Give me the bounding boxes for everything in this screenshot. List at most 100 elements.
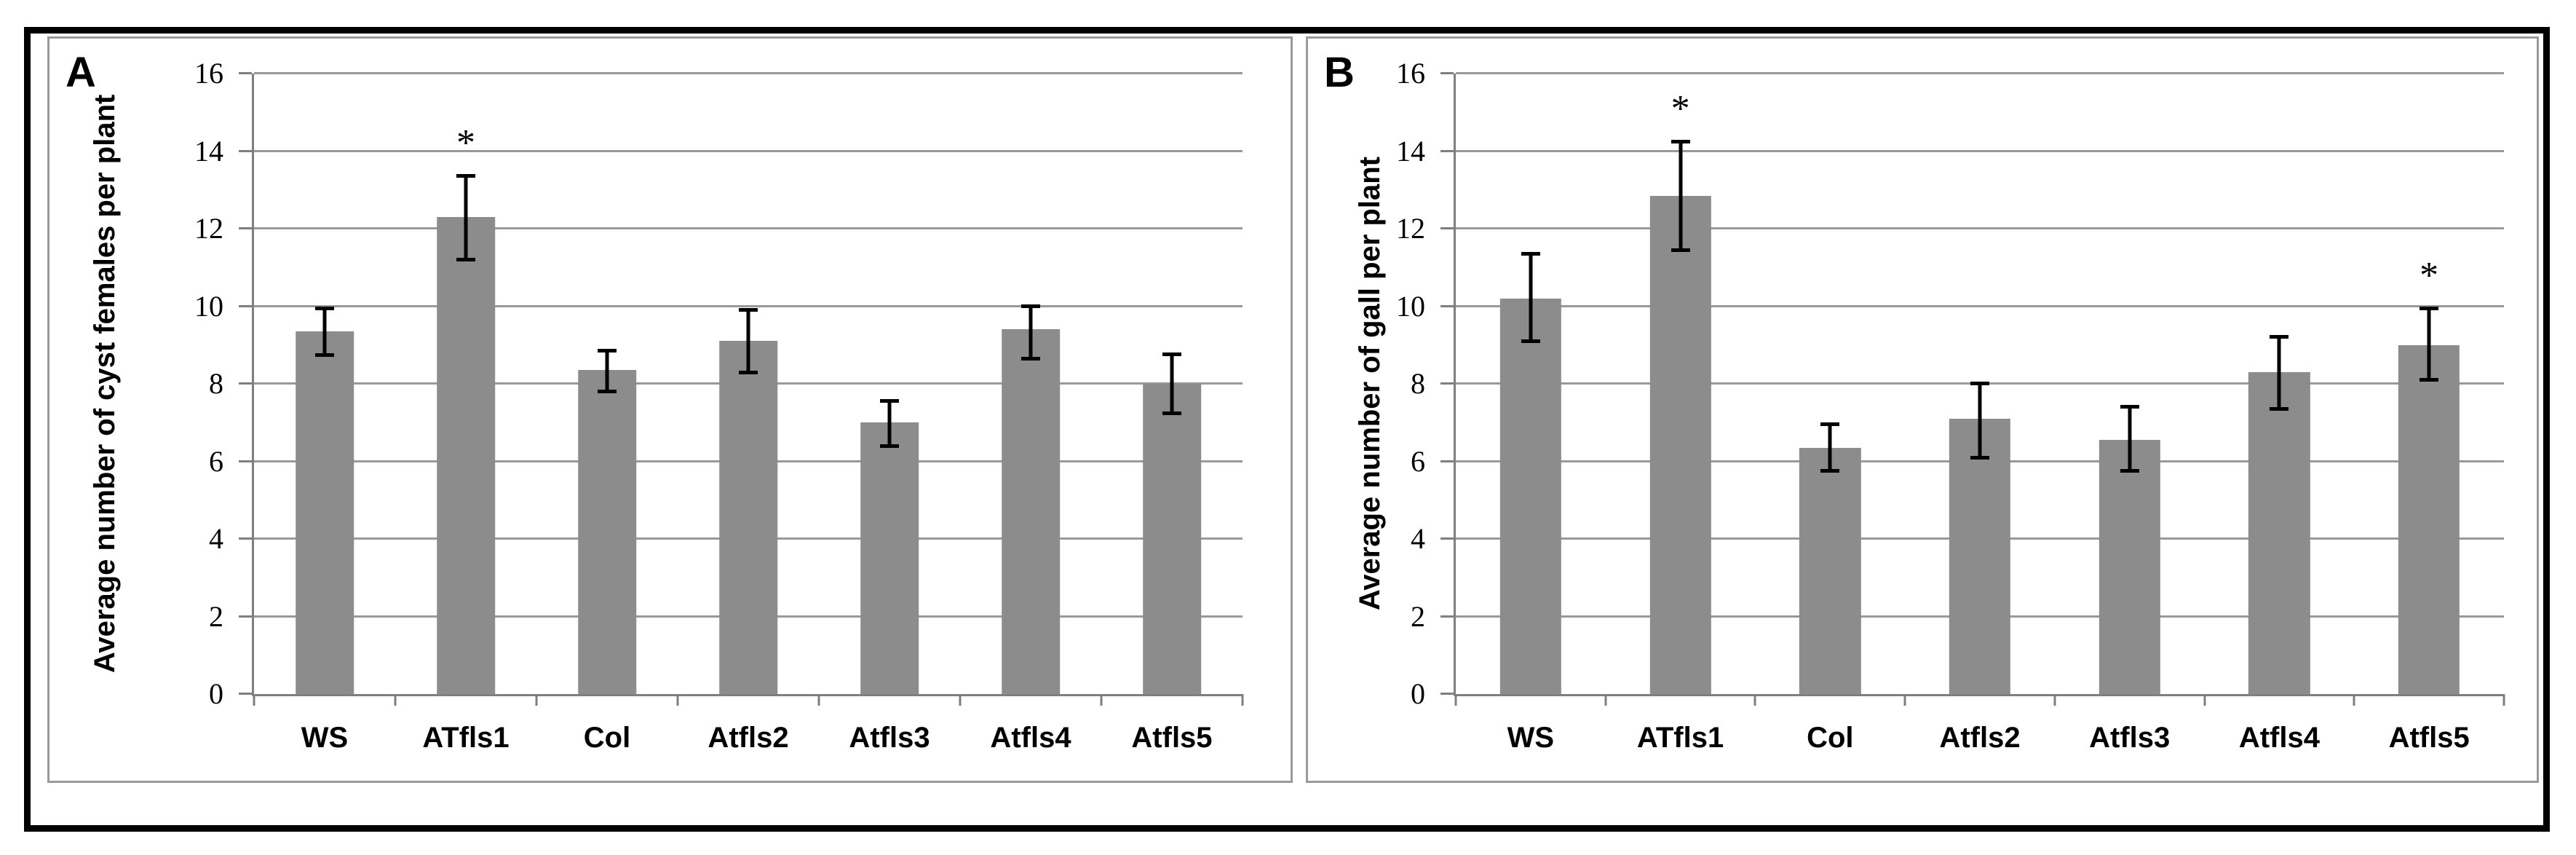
y-tick-mark [1440, 615, 1454, 618]
x-tick-mark [1100, 694, 1103, 706]
error-bar-stem [2427, 306, 2431, 382]
category-label: Atfls4 [2238, 722, 2320, 754]
y-tick-mark [239, 227, 252, 229]
y-tick-label: 6 [1411, 444, 1425, 478]
error-bar-stem [746, 308, 750, 374]
y-tick-mark [239, 72, 252, 74]
error-bar-cap [315, 352, 334, 357]
bar [2398, 344, 2460, 694]
error-bar-cap [598, 390, 617, 394]
y-tick-label: 2 [209, 599, 223, 633]
x-tick-mark [253, 694, 255, 706]
y-tick-label: 14 [1396, 134, 1425, 168]
category-label: ATfls1 [1636, 722, 1724, 754]
error-bar-cap [1671, 248, 1690, 252]
gridline [1456, 304, 2504, 307]
y-tick-mark [239, 304, 252, 307]
y-tick-mark [1440, 460, 1454, 462]
error-bar-cap [1521, 251, 1540, 256]
error-bar-stem [464, 174, 468, 262]
error-bar-cap [1820, 469, 1840, 473]
error-bar [1671, 139, 1690, 252]
error-bar-cap [2420, 378, 2439, 382]
gridline [1456, 149, 2504, 152]
panel-a: A Average number of cyst females per pla… [47, 36, 1293, 783]
x-tick-mark [2203, 694, 2206, 706]
error-bar-stem [1529, 251, 1533, 344]
y-tick-label: 10 [194, 289, 223, 323]
y-tick-mark [1440, 304, 1454, 307]
error-bar [1970, 382, 1989, 460]
y-tick-label: 16 [194, 57, 223, 90]
error-bar [880, 399, 899, 448]
plot-area-b: 0 2 4 6 8 10 12 14 16 WS * ATfls1 Col Atfls2 Atfls3 Atf… [1396, 59, 2505, 752]
error-bar-cap [880, 444, 899, 448]
bar [578, 370, 636, 694]
error-bar [739, 308, 758, 374]
y-tick-mark [1440, 149, 1454, 152]
bar [2248, 372, 2310, 694]
error-bar-cap [1970, 382, 1989, 386]
x-tick-mark [676, 694, 679, 706]
plot-area-a: 0 2 4 6 8 10 12 14 16 WS * ATfls1 Col Atfls2 Atfls3 Atf… [194, 59, 1244, 752]
significance-asterisk: * [456, 122, 475, 165]
y-tick-mark [1440, 227, 1454, 229]
y-tick-mark [239, 693, 252, 695]
y-tick-mark [1440, 537, 1454, 540]
category-label: Atfls2 [1939, 722, 2021, 754]
panel-b-letter: B [1324, 49, 1355, 96]
gridline [254, 149, 1243, 152]
category-label: Atfls5 [2388, 722, 2470, 754]
error-bar [1521, 251, 1540, 344]
y-tick-label: 10 [1396, 289, 1425, 323]
panel-b: B Average number of gall per plant 0 2 4 6 8… [1306, 36, 2539, 783]
panel-a-letter: A [66, 49, 96, 96]
y-tick-label: 2 [1411, 599, 1425, 633]
error-bar-stem [1029, 304, 1033, 361]
y-tick-mark [239, 537, 252, 540]
error-bar [2420, 306, 2439, 382]
error-bar-cap [880, 399, 899, 403]
error-bar-cap [1671, 139, 1690, 143]
bar [1949, 418, 2011, 694]
error-bar [2120, 405, 2139, 473]
error-bar-cap [1162, 352, 1181, 357]
y-tick-label: 16 [1396, 57, 1425, 90]
y-tick-label: 14 [194, 134, 223, 168]
category-label: Col [583, 722, 631, 754]
category-label: Col [1807, 722, 1854, 754]
y-tick-mark [1440, 72, 1454, 74]
category-label: Atfls3 [849, 722, 930, 754]
error-bar-cap [2420, 306, 2439, 310]
y-tick-label: 4 [1411, 522, 1425, 555]
error-bar-stem [2277, 335, 2281, 411]
error-bar-stem [1828, 422, 1832, 473]
error-bar-cap [1021, 304, 1040, 308]
x-tick-mark [394, 694, 397, 706]
y-tick-label: 8 [209, 367, 223, 400]
y-tick-mark [239, 382, 252, 385]
y-tick-mark [239, 460, 252, 462]
error-bar-cap [1021, 357, 1040, 361]
error-bar-stem [605, 349, 609, 394]
x-tick-mark [1604, 694, 1607, 706]
x-tick-mark [1753, 694, 1756, 706]
error-bar-cap [1970, 455, 1989, 460]
bar [1143, 384, 1201, 694]
y-tick-label: 8 [1411, 367, 1425, 400]
x-tick-mark [1903, 694, 1906, 706]
error-bar-cap [1820, 422, 1840, 427]
error-bar-stem [1978, 382, 1982, 460]
category-label: Atfls5 [1131, 722, 1213, 754]
y-tick-mark [1440, 382, 1454, 385]
y-tick-label: 0 [1411, 677, 1425, 710]
error-bar [1820, 422, 1840, 473]
bar [296, 331, 354, 694]
error-bar-stem [1170, 352, 1174, 415]
category-label: WS [1507, 722, 1555, 754]
y-tick-mark [239, 615, 252, 618]
y-tick-label: 0 [209, 677, 223, 710]
error-bar-cap [456, 174, 475, 178]
error-bar-stem [1679, 139, 1683, 252]
